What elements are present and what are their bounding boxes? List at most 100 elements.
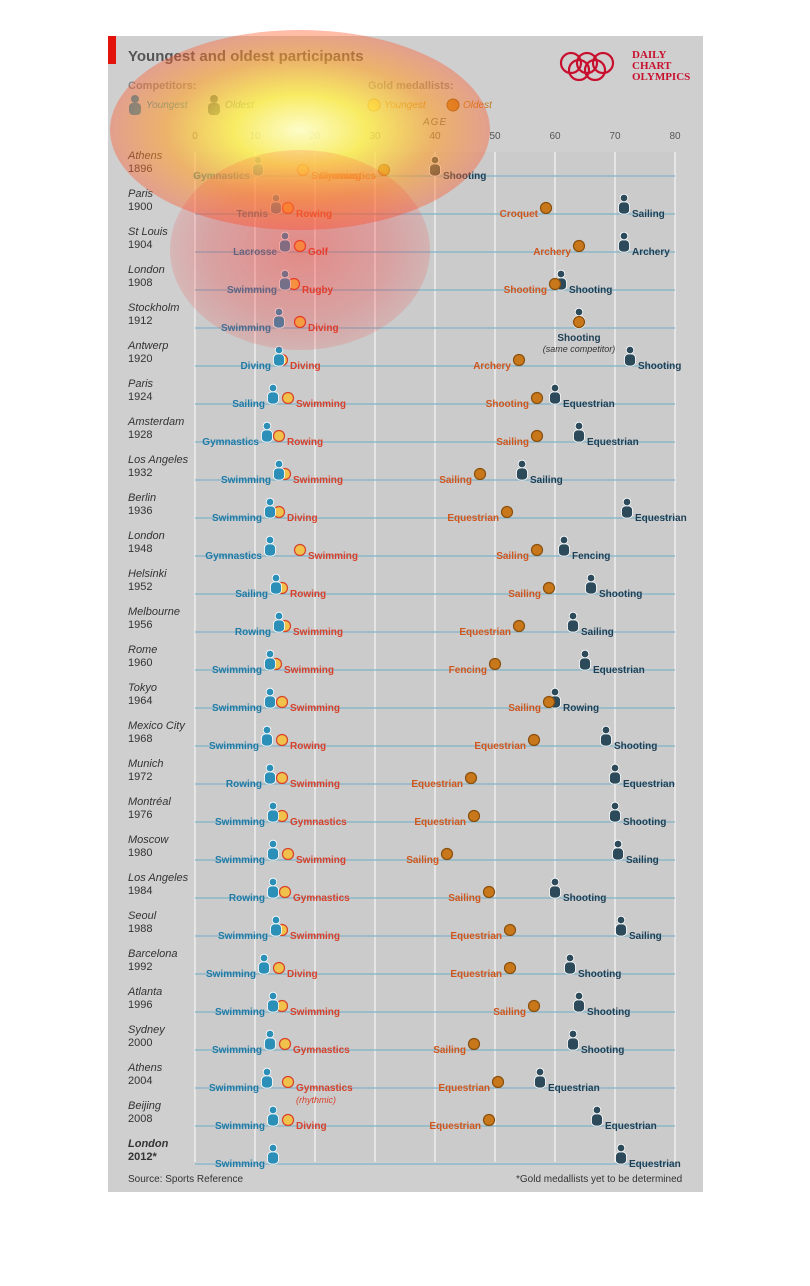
games-city: Rome [128,644,157,656]
gold-oldest-sport: Sailing [406,855,439,866]
competitor-oldest-marker [549,383,561,405]
gold-oldest-marker [482,885,496,899]
competitor-youngest-marker-body [273,619,285,633]
competitor-youngest-marker-head [271,193,281,203]
gold-youngest-sport: Swimming [284,665,334,676]
competitor-youngest-sport: Gymnastics [205,551,262,562]
competitor-youngest-sport: Lacrosse [233,247,277,258]
gold-youngest-sport: Swimming [290,703,340,714]
competitor-oldest-marker [585,573,597,595]
gold-youngest-marker [281,391,295,405]
competitor-oldest-marker-body [549,885,561,899]
gold-oldest-marker [500,505,514,519]
games-city: Athens [127,1062,163,1074]
gold-oldest-sport: Sailing [448,893,481,904]
competitor-youngest-marker-head [274,307,284,317]
games-year: 2000 [128,1037,152,1049]
competitor-youngest-marker-body [261,429,273,443]
gold-oldest-sport: Archery [473,361,511,372]
competitor-youngest-marker [270,573,282,595]
gold-oldest-marker [527,733,541,747]
gold-oldest-sport: Sailing [493,1007,526,1018]
games-year: 2004 [128,1075,152,1087]
games-city: Sydney [128,1024,166,1036]
competitor-youngest-marker [261,725,273,747]
games-city: Amsterdam [127,416,184,428]
competitor-youngest-marker [273,611,285,633]
gold-youngest-marker [272,961,286,975]
games-year: 1984 [128,885,152,897]
gold-youngest-marker [278,885,292,899]
competitor-oldest-marker [609,801,621,823]
gold-oldest-sport: Shooting [486,399,529,410]
gold-youngest-sport: Diving [296,1121,327,1132]
competitor-oldest-sport: Sailing [581,627,614,638]
competitor-youngest-marker-head [274,459,284,469]
x-tick-label: 60 [549,131,561,142]
gold-oldest-sport: Equestrian [438,1083,490,1094]
gold-youngest-marker [275,733,289,747]
gold-youngest-sport-note: (rhythmic) [296,1095,336,1105]
competitor-youngest-marker-body [264,543,276,557]
competitor-youngest-marker-body [273,467,285,481]
gold-oldest-sport: Sailing [508,703,541,714]
competitor-oldest-marker-head [550,687,560,697]
competitor-oldest-sport: Shooting [557,333,600,344]
games-year: 2008 [128,1113,152,1125]
competitor-youngest-marker-head [268,1143,278,1153]
competitor-oldest-marker [573,421,585,443]
competitor-youngest-marker-head [265,687,275,697]
games-city: Munich [128,758,163,770]
competitor-oldest-marker-head [535,1067,545,1077]
gold-oldest-marker [548,277,562,291]
games-city: Atlanta [127,986,162,998]
games-year: 1968 [128,733,152,745]
competitor-oldest-marker-head [517,459,527,469]
gold-youngest-sport: Diving [308,323,339,334]
gold-youngest-marker [281,201,295,215]
competitor-oldest-marker-head [556,269,566,279]
games-city: Los Angeles [128,454,189,466]
gold-youngest-sport: Rowing [290,741,326,752]
competitor-oldest-marker [609,763,621,785]
gold-oldest-marker [503,961,517,975]
competitor-oldest-sport: Sailing [530,475,563,486]
gold-youngest-sport: Golf [308,247,329,258]
gold-youngest-sport: Swimming [293,627,343,638]
competitor-oldest-marker-head [568,1029,578,1039]
competitor-oldest-marker-head [574,991,584,1001]
gold-oldest-marker [530,429,544,443]
competitor-youngest-marker-head [262,421,272,431]
competitor-youngest-marker-head [265,649,275,659]
competitor-youngest-marker [279,231,291,253]
competitor-youngest-marker-head [274,611,284,621]
games-year: 1924 [128,391,152,403]
competitor-youngest-marker-head [268,801,278,811]
gold-youngest-marker [275,695,289,709]
competitor-oldest-marker [624,345,636,367]
competitor-oldest-sport: Shooting [587,1007,630,1018]
competitor-oldest-marker-body [615,923,627,937]
games-year: 1996 [128,999,152,1011]
games-year: 1928 [128,429,152,441]
competitor-youngest-sport: Swimming [212,703,262,714]
competitor-youngest-marker-body [267,999,279,1013]
competitor-oldest-sport: Sailing [629,931,662,942]
gold-youngest-marker [281,1075,295,1089]
competitor-oldest-marker-head [610,801,620,811]
competitor-oldest-marker-body [612,847,624,861]
gold-oldest-sport: Sailing [508,589,541,600]
competitor-oldest-marker [573,991,585,1013]
competitor-oldest-marker-body [549,391,561,405]
competitor-youngest-sport: Swimming [209,1083,259,1094]
competitor-youngest-marker-head [265,535,275,545]
games-city: Montréal [128,796,171,808]
games-year: 1980 [128,847,152,859]
games-city: Berlin [128,492,156,504]
games-year: 1932 [128,467,152,479]
competitor-youngest-sport: Swimming [215,817,265,828]
competitor-youngest-marker-body [261,1075,273,1089]
competitor-oldest-marker [591,1105,603,1127]
competitor-oldest-sport: Shooting [563,893,606,904]
competitor-youngest-marker [270,193,282,215]
